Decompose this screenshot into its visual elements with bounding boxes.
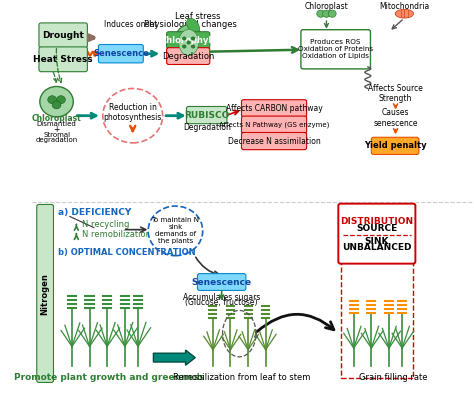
Circle shape bbox=[148, 206, 203, 256]
FancyBboxPatch shape bbox=[39, 47, 87, 72]
Circle shape bbox=[322, 10, 330, 17]
FancyBboxPatch shape bbox=[241, 132, 307, 150]
Circle shape bbox=[328, 10, 336, 17]
Text: Affects N Pathway (GS enzyme): Affects N Pathway (GS enzyme) bbox=[219, 122, 329, 128]
Text: SOURCE: SOURCE bbox=[356, 224, 398, 233]
Circle shape bbox=[103, 88, 163, 143]
FancyBboxPatch shape bbox=[301, 30, 371, 69]
Text: Causes
senescence: Causes senescence bbox=[374, 109, 418, 128]
Text: degradation: degradation bbox=[36, 137, 78, 143]
Text: Chloroplast: Chloroplast bbox=[32, 114, 82, 124]
FancyBboxPatch shape bbox=[338, 204, 415, 264]
Text: Remobilization from leaf to stem: Remobilization from leaf to stem bbox=[173, 373, 310, 382]
Circle shape bbox=[317, 10, 325, 17]
FancyBboxPatch shape bbox=[186, 107, 227, 124]
Circle shape bbox=[40, 87, 73, 117]
Ellipse shape bbox=[187, 18, 200, 33]
Text: N recycling: N recycling bbox=[82, 220, 129, 229]
Circle shape bbox=[182, 36, 186, 40]
Circle shape bbox=[48, 96, 56, 104]
Text: a) DEFICIENCY: a) DEFICIENCY bbox=[58, 208, 131, 217]
Text: Chlorophyll: Chlorophyll bbox=[161, 36, 215, 45]
Text: To maintain N
sink
demands of
the plants: To maintain N sink demands of the plants bbox=[151, 217, 200, 244]
FancyBboxPatch shape bbox=[167, 48, 210, 64]
Circle shape bbox=[56, 96, 65, 104]
FancyBboxPatch shape bbox=[198, 274, 246, 290]
Text: Induces onset: Induces onset bbox=[104, 20, 157, 29]
FancyBboxPatch shape bbox=[241, 100, 307, 117]
Text: Grain filling rate: Grain filling rate bbox=[359, 373, 428, 382]
Text: +: + bbox=[54, 125, 60, 134]
Text: Decrease N assimilation: Decrease N assimilation bbox=[228, 136, 320, 145]
Text: Degradation: Degradation bbox=[183, 123, 231, 132]
FancyBboxPatch shape bbox=[37, 205, 54, 382]
Text: (Glucose, fructose): (Glucose, fructose) bbox=[185, 298, 258, 307]
Text: Affects Source
Strength: Affects Source Strength bbox=[368, 83, 423, 103]
Ellipse shape bbox=[174, 25, 203, 60]
Text: Accumulates sugars: Accumulates sugars bbox=[183, 293, 260, 302]
Circle shape bbox=[191, 45, 195, 49]
Text: RUBISCO: RUBISCO bbox=[184, 111, 229, 119]
Text: SINK: SINK bbox=[365, 237, 389, 246]
Text: N remobilization: N remobilization bbox=[82, 230, 151, 239]
Text: Produces ROS
Oxidation of Proteins
Oxidation of Lipids: Produces ROS Oxidation of Proteins Oxida… bbox=[298, 39, 373, 59]
FancyBboxPatch shape bbox=[241, 116, 307, 133]
Ellipse shape bbox=[395, 9, 414, 18]
FancyBboxPatch shape bbox=[167, 32, 210, 49]
Circle shape bbox=[182, 45, 186, 49]
Text: Senescence: Senescence bbox=[93, 49, 149, 58]
FancyArrow shape bbox=[154, 350, 195, 365]
Text: Senescence: Senescence bbox=[191, 277, 252, 287]
Text: b) OPTIMAL CONCENTRATION: b) OPTIMAL CONCENTRATION bbox=[58, 248, 195, 257]
Text: Physiological changes: Physiological changes bbox=[145, 20, 237, 29]
Text: Chloroplast: Chloroplast bbox=[305, 2, 348, 11]
FancyBboxPatch shape bbox=[39, 23, 87, 48]
Text: Drought: Drought bbox=[42, 31, 84, 40]
Text: Stromal: Stromal bbox=[43, 132, 70, 138]
Text: Promote plant growth and greenness: Promote plant growth and greenness bbox=[14, 373, 205, 382]
Text: Yield penalty: Yield penalty bbox=[364, 141, 427, 150]
FancyBboxPatch shape bbox=[99, 45, 143, 63]
Text: Degradation: Degradation bbox=[162, 51, 214, 61]
Ellipse shape bbox=[179, 30, 199, 55]
Circle shape bbox=[186, 40, 191, 45]
Text: UNBALANCED: UNBALANCED bbox=[342, 243, 411, 252]
Text: Nitrogen: Nitrogen bbox=[41, 273, 50, 315]
Text: Dismantled: Dismantled bbox=[36, 122, 76, 128]
FancyBboxPatch shape bbox=[371, 137, 419, 154]
Circle shape bbox=[52, 101, 61, 109]
Text: Affects CARBON pathway: Affects CARBON pathway bbox=[226, 104, 322, 113]
Text: Heat Stress: Heat Stress bbox=[33, 55, 93, 64]
Circle shape bbox=[191, 36, 195, 40]
Text: DISTRIBUTION: DISTRIBUTION bbox=[340, 217, 413, 226]
Text: Reduction in
photosynthesis: Reduction in photosynthesis bbox=[103, 103, 162, 122]
Text: Leaf stress: Leaf stress bbox=[175, 13, 220, 21]
Text: Mitochondria: Mitochondria bbox=[379, 2, 429, 11]
